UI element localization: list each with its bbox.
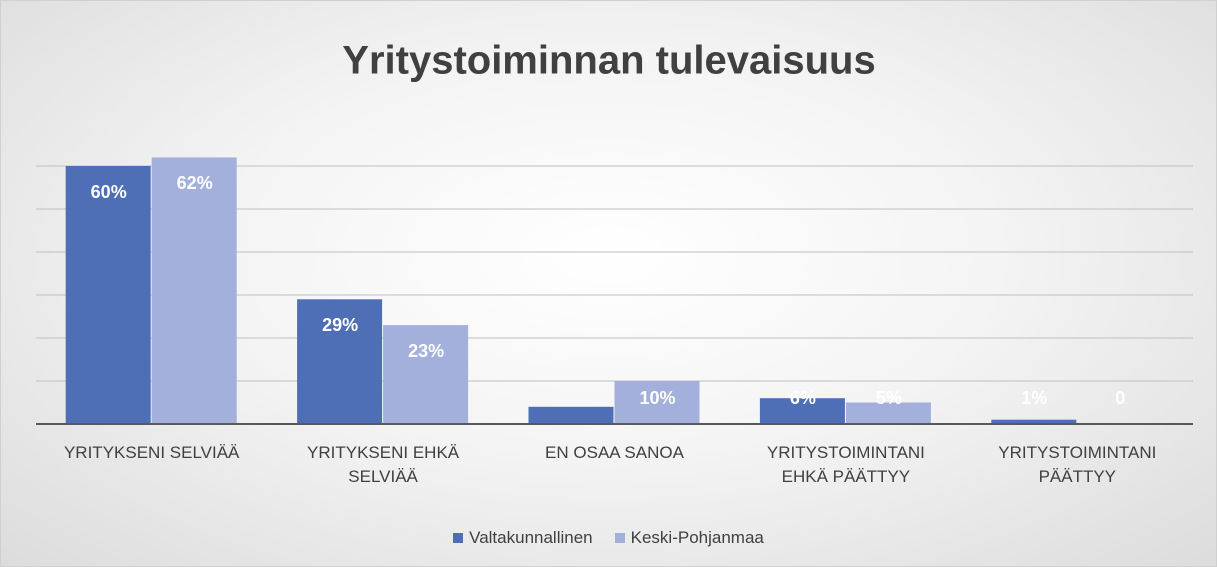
data-label: 10% [639, 388, 675, 408]
legend-label: Valtakunnallinen [469, 528, 593, 547]
bar [991, 419, 1077, 424]
data-label: 0 [1115, 388, 1125, 408]
legend-label: Keski-Pohjanmaa [630, 528, 764, 547]
bar [845, 402, 931, 424]
x-tick-label: YRITYSTOIMINTANI PÄÄTTYY [998, 443, 1157, 486]
bar [297, 299, 383, 424]
x-tick-label: YRITYSTOIMINTANI EHKÄ PÄÄTTYY [766, 443, 925, 486]
legend-swatch [453, 533, 464, 543]
data-label: 6% [790, 388, 816, 408]
bar [614, 381, 700, 424]
bar [383, 325, 469, 424]
x-tick-label: YRITYKSENI EHKÄ SELVIÄÄ [307, 443, 460, 486]
data-label: 60% [91, 182, 127, 202]
data-label: 62% [177, 173, 213, 193]
legend-item: Keski-Pohjanmaa [614, 528, 764, 548]
data-label: 1% [1021, 388, 1047, 408]
legend-swatch [614, 533, 625, 543]
data-label: 23% [408, 341, 444, 361]
bar [65, 166, 151, 424]
bar [151, 157, 237, 424]
bar [528, 406, 614, 424]
data-label: 5% [876, 388, 902, 408]
chart-title: Yritystoiminnan tulevaisuus [342, 39, 875, 83]
x-tick-label: YRITYKSENI SELVIÄÄ [63, 443, 240, 462]
legend-item: Valtakunnallinen [453, 528, 593, 548]
data-label: 29% [322, 315, 358, 335]
bar [759, 398, 845, 424]
legend: Valtakunnallinen Keski-Pohjanmaa [1, 528, 1216, 548]
x-tick-label: EN OSAA SANOA [545, 443, 684, 462]
